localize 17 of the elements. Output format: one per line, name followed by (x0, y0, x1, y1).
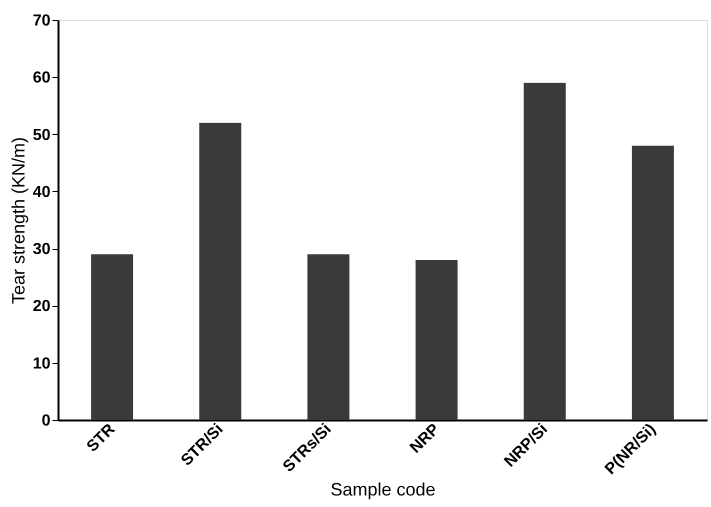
bar (416, 260, 458, 420)
bar (307, 254, 350, 420)
y-tick-label: 0 (42, 412, 51, 430)
y-tick-label: 40 (32, 184, 51, 201)
bar (91, 254, 134, 420)
x-tick-label: STR (84, 420, 119, 456)
y-tick-label: 60 (32, 70, 51, 87)
y-tick-label: 20 (32, 298, 51, 316)
bar (199, 122, 242, 420)
y-tick-label: 30 (32, 241, 51, 258)
y-tick-label: 70 (32, 12, 51, 30)
y-tick-label: 10 (32, 355, 51, 372)
bar (632, 146, 674, 420)
y-tick-label: 50 (32, 126, 51, 144)
x-axis-title: Sample code (330, 479, 436, 500)
y-axis-title: Tear strength (KN/m) (8, 136, 29, 304)
bar (524, 82, 566, 420)
